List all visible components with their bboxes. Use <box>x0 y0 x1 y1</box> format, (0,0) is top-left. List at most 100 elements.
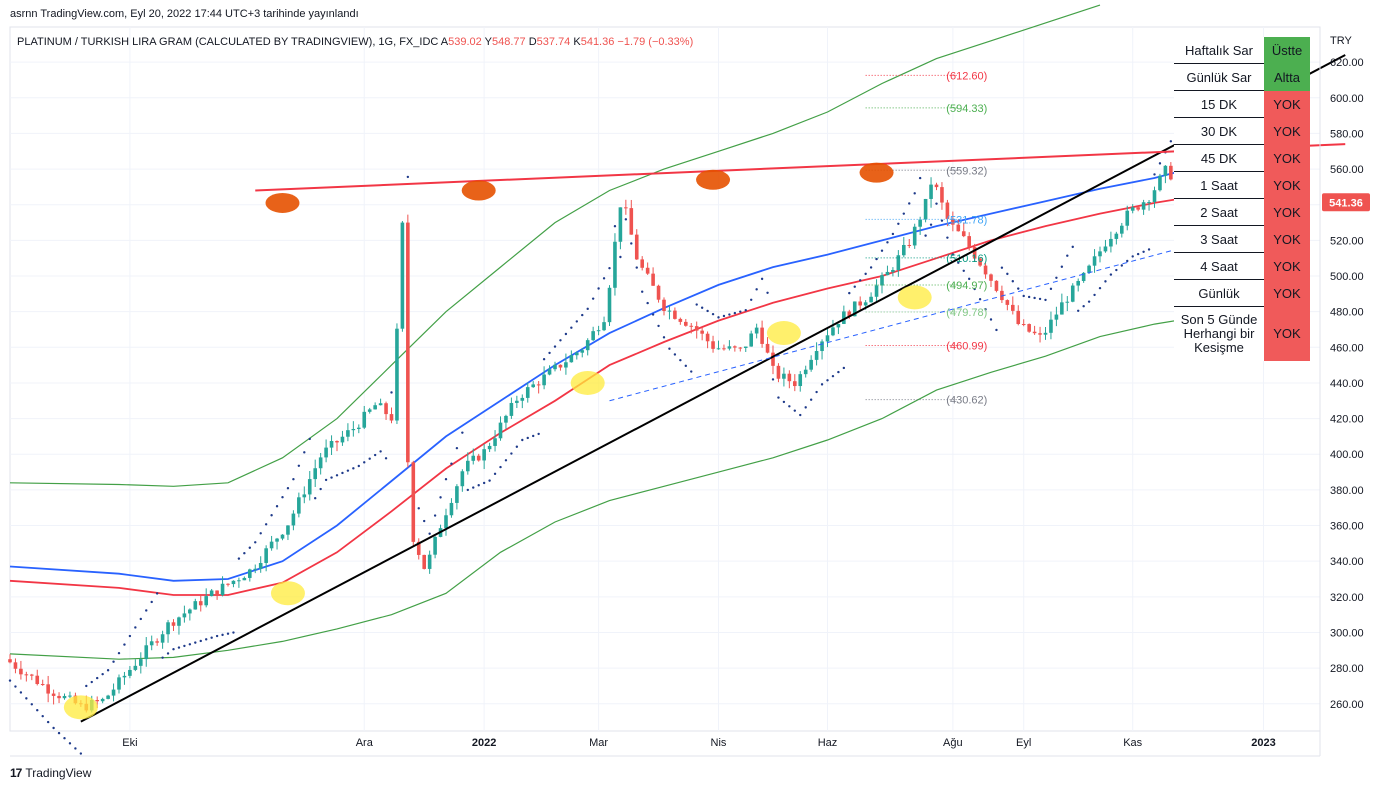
sar-dot <box>662 336 666 339</box>
candle-body <box>433 536 437 555</box>
candle-body <box>476 455 481 461</box>
sar-dot <box>799 413 802 417</box>
bottom-marker <box>63 695 98 720</box>
sar-dot <box>744 309 747 312</box>
sar-dot <box>145 609 148 612</box>
candle-body <box>678 318 683 322</box>
candle-body <box>139 659 143 666</box>
legend-ohlc-value: 548.77 <box>492 36 529 48</box>
chart-grid <box>9 26 1321 732</box>
candle-body <box>520 397 525 401</box>
candle-body <box>798 374 803 387</box>
sar-dot <box>46 720 50 724</box>
candle-body <box>193 601 198 610</box>
tradingview-logo[interactable]: 17 TradingView <box>10 766 91 780</box>
sar-dot <box>1033 296 1036 300</box>
candle-body <box>378 403 383 406</box>
sar-dot <box>1109 273 1113 276</box>
sar-dot <box>1158 162 1162 165</box>
sar-dot <box>995 328 998 332</box>
signal-value: YOK <box>1264 306 1310 361</box>
sar-dot <box>962 269 965 272</box>
x-tick-label: Ara <box>356 737 374 749</box>
candle-body <box>961 231 966 237</box>
sar-dot <box>314 497 317 500</box>
y-tick-label: 460.00 <box>1330 342 1364 354</box>
candle-body <box>509 402 514 416</box>
signal-value: Üstte <box>1264 37 1310 64</box>
signal-label: 4 Saat <box>1174 252 1264 280</box>
candle-body <box>346 430 350 437</box>
candle-body <box>934 184 939 188</box>
sar-dot <box>384 457 388 460</box>
signal-label: 30 DK <box>1174 117 1264 145</box>
y-tick-label: 480.00 <box>1330 307 1364 319</box>
candle-body <box>209 590 214 597</box>
candle-body <box>645 267 650 274</box>
candle-body <box>972 247 977 259</box>
level-label: (460.99) <box>946 341 987 353</box>
sar-dot <box>630 242 633 245</box>
candle-body <box>956 224 961 232</box>
candle-body <box>411 462 416 542</box>
sar-dot <box>564 332 568 336</box>
sar-dot <box>439 496 442 499</box>
legend-ohlc-key: K <box>573 36 581 48</box>
sar-dot <box>341 471 344 475</box>
candle-body <box>1169 165 1173 180</box>
candle-body <box>335 440 339 443</box>
candle-body <box>569 355 574 363</box>
candle-body <box>776 365 781 379</box>
sar-dot <box>1000 266 1004 269</box>
level-label: (494.97) <box>946 280 987 292</box>
sar-dot <box>684 364 687 368</box>
candle-body <box>1081 272 1086 281</box>
sar-dot <box>161 656 164 659</box>
candle-body <box>978 258 982 266</box>
currency-label: TRY <box>1330 35 1352 47</box>
sar-dot <box>575 320 578 323</box>
bottom-marker <box>897 285 932 310</box>
candle-body <box>694 326 699 331</box>
candle-body <box>13 662 18 669</box>
sar-dot <box>1044 298 1047 302</box>
signal-label: 2 Saat <box>1174 198 1264 226</box>
signal-value: YOK <box>1264 117 1310 145</box>
candle-body <box>874 285 879 297</box>
candle-body <box>1032 331 1037 334</box>
candle-body <box>357 427 361 430</box>
candle-body <box>803 369 808 375</box>
candle-body <box>237 580 241 582</box>
candle-body <box>215 590 219 596</box>
sar-dot <box>106 669 110 672</box>
sar-dot <box>210 636 213 639</box>
sar-dot <box>1066 254 1069 257</box>
sar-dot <box>989 318 993 321</box>
sar-dot <box>1131 255 1134 258</box>
sar-dot <box>357 464 360 468</box>
x-tick-label: Ağu <box>943 737 963 749</box>
sar-dot <box>85 684 88 688</box>
sar-dot <box>793 409 796 412</box>
candle-body <box>1092 256 1097 266</box>
candle-body <box>711 341 715 349</box>
sar-dot <box>777 396 780 399</box>
sar-dot <box>624 218 628 221</box>
sar-dot <box>1126 259 1129 263</box>
x-tick-label: Kas <box>1123 737 1142 749</box>
sar-dot <box>864 272 867 276</box>
signal-row: Son 5 Günde Herhangi bir Kesişme YOK <box>1174 306 1310 361</box>
candle-body <box>198 601 203 606</box>
signal-label: 1 Saat <box>1174 171 1264 199</box>
candle-body <box>771 352 775 366</box>
sar-dot <box>248 546 251 549</box>
sar-dot <box>63 737 66 740</box>
sar-dot <box>96 676 99 680</box>
sar-dot <box>188 643 192 646</box>
candle-body <box>564 362 568 368</box>
sar-dot <box>368 457 371 460</box>
candle-body <box>613 241 617 288</box>
candle-body <box>117 677 121 690</box>
sar-dot <box>946 236 949 239</box>
